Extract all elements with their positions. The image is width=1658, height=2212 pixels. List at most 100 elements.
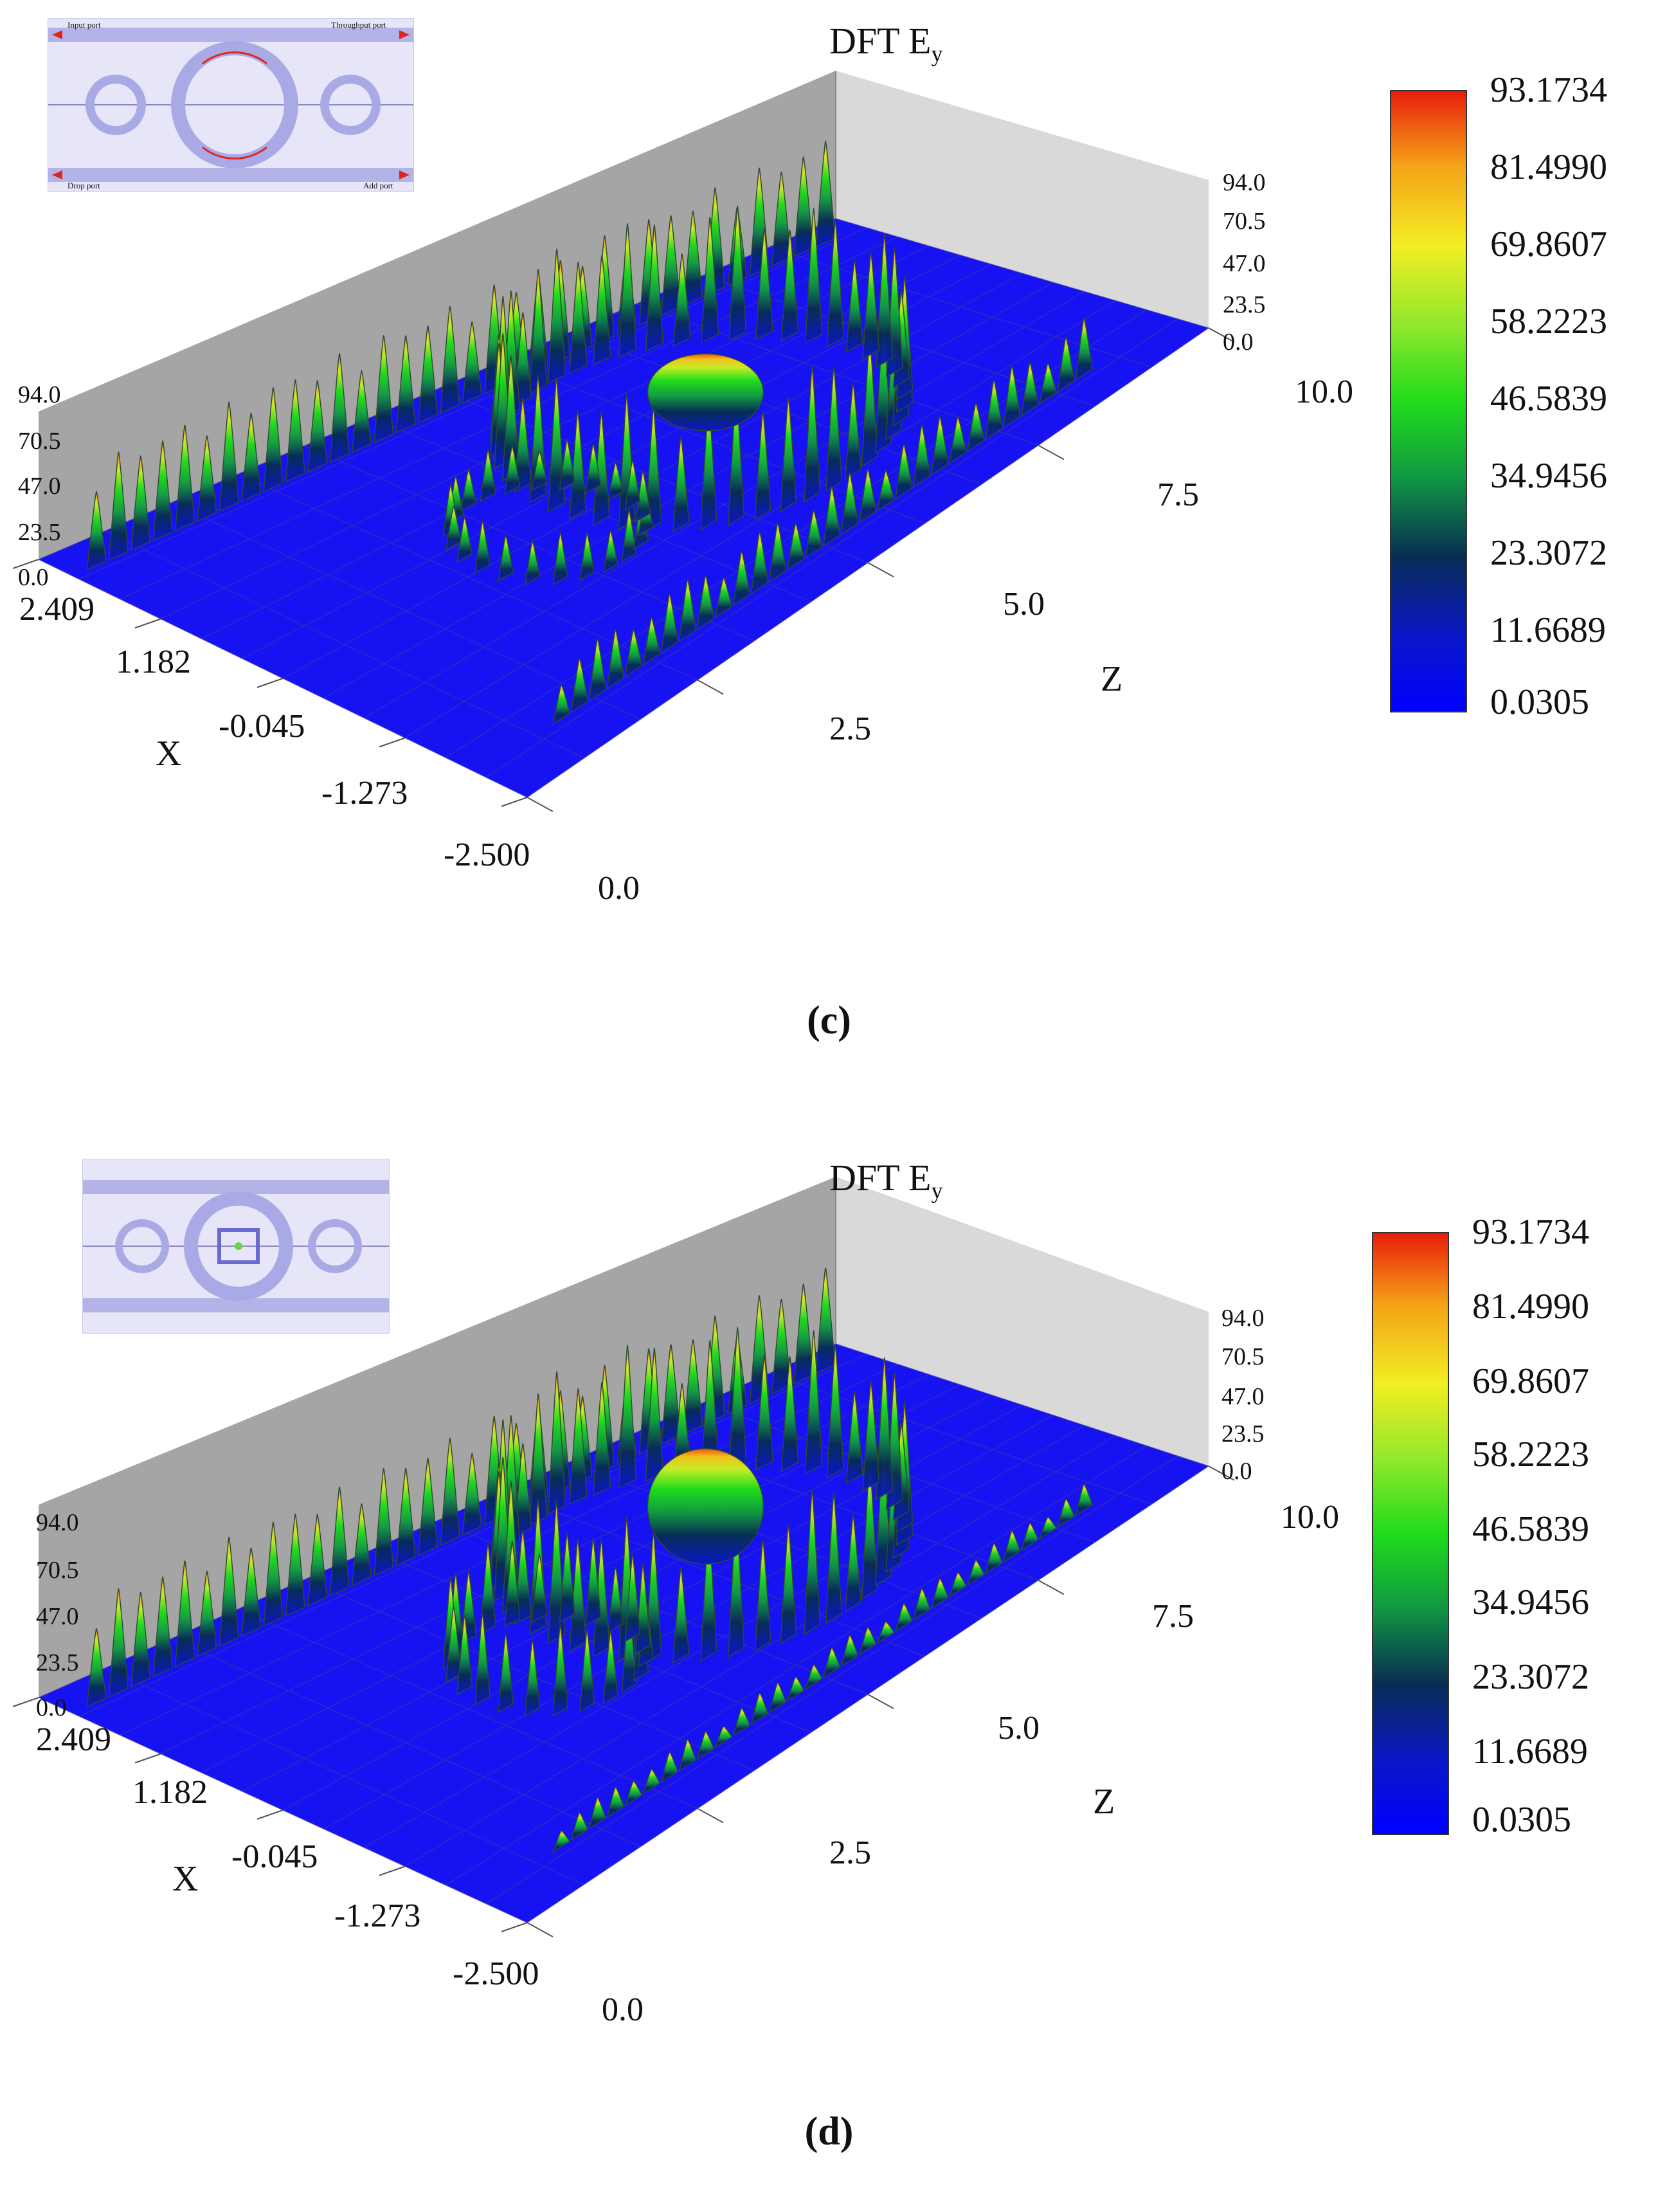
field-peak <box>240 412 262 502</box>
field-peak <box>1057 336 1075 393</box>
x-tick: 2.409 <box>19 591 95 628</box>
field-peak <box>862 1381 880 1492</box>
height-tick: 0.0 <box>18 564 49 591</box>
field-peak <box>219 401 239 512</box>
height-tick: 23.5 <box>36 1649 79 1676</box>
chart-title: DFT Ey <box>829 1157 943 1204</box>
field-peak <box>804 1664 823 1691</box>
height-tick: 47.0 <box>1221 1383 1265 1410</box>
field-peak <box>815 1267 836 1375</box>
height-tick: 94.0 <box>1223 169 1266 196</box>
field-peak <box>197 1570 217 1658</box>
colorbar <box>1390 90 1467 712</box>
field-peak <box>862 251 880 360</box>
field-peak <box>876 233 893 368</box>
field-peak <box>152 440 173 541</box>
field-peak <box>569 410 587 520</box>
ring-resonator-schematic <box>83 1180 389 1312</box>
field-peak <box>462 1453 482 1536</box>
field-peak <box>750 531 769 595</box>
field-peak <box>174 1560 195 1667</box>
field-peak <box>825 366 842 493</box>
field-peak <box>1038 1516 1058 1540</box>
surface-plot-d <box>12 1177 1235 1937</box>
field-peak <box>86 1627 107 1708</box>
height-tick: 47.0 <box>36 1603 79 1630</box>
field-peak <box>285 379 305 483</box>
field-peak <box>660 1344 681 1446</box>
field-peak <box>504 1541 521 1627</box>
field-peak <box>351 1503 372 1587</box>
field-peak <box>642 1768 661 1795</box>
field-peak <box>624 459 641 511</box>
field-peak <box>460 469 477 512</box>
field-peak <box>152 1576 173 1678</box>
field-peak <box>683 210 703 307</box>
field-peak <box>588 1797 607 1830</box>
colorbar-tick: 34.9456 <box>1490 456 1607 496</box>
field-peak <box>930 1577 949 1609</box>
field-peak <box>498 1632 514 1714</box>
colorbar-tick: 23.3072 <box>1472 1657 1589 1697</box>
field-peak <box>714 577 733 619</box>
field-peak <box>780 229 799 341</box>
field-peak <box>660 593 679 655</box>
field-peak <box>826 220 844 348</box>
x-tick: -0.045 <box>231 1838 318 1875</box>
field-peak <box>514 1443 532 1538</box>
field-peak <box>786 1676 805 1703</box>
z-tick: 10.0 <box>1281 1499 1339 1536</box>
field-peak <box>728 1327 747 1471</box>
field-peak <box>219 1536 239 1647</box>
field-peak <box>501 355 520 482</box>
field-peak <box>624 629 643 678</box>
height-tick: 47.0 <box>1223 250 1266 277</box>
field-peak <box>714 1725 733 1749</box>
field-peak <box>804 1330 823 1474</box>
colorbar-tick: 58.2223 <box>1490 302 1607 341</box>
z-tick: 0.0 <box>598 870 640 907</box>
field-peak <box>131 455 151 551</box>
height-tick: 94.0 <box>36 1509 79 1536</box>
field-peak <box>1002 1530 1021 1563</box>
field-peak <box>845 382 861 480</box>
field-peak <box>1021 361 1039 417</box>
center-dome-peak <box>647 353 764 431</box>
field-peak <box>894 443 913 500</box>
height-tick: 70.5 <box>18 428 61 455</box>
field-peak <box>108 1588 129 1698</box>
field-peak <box>804 509 823 559</box>
field-peak <box>672 1566 690 1664</box>
field-peak <box>822 1647 841 1680</box>
field-peak <box>456 516 473 563</box>
field-peak <box>768 522 787 583</box>
field-peak <box>514 312 532 406</box>
inset-throughput-port-label: Throughput port <box>331 20 386 30</box>
field-peak <box>197 435 217 522</box>
field-peak <box>395 1467 416 1566</box>
field-peak <box>780 1524 797 1645</box>
field-peak <box>913 424 931 488</box>
height-tick: 70.5 <box>1221 1343 1265 1370</box>
device-schematic-inset: Input port Throughput port Drop port Add… <box>48 18 414 192</box>
field-peak <box>683 1339 703 1435</box>
field-peak <box>771 1298 791 1395</box>
field-peak <box>672 435 690 532</box>
back-wall-left <box>39 1177 836 1698</box>
field-peak <box>606 1786 625 1818</box>
field-peak <box>984 1542 1003 1575</box>
field-peak <box>417 1457 438 1556</box>
colorbar-tick: 0.0305 <box>1490 682 1589 722</box>
field-peak <box>446 1605 462 1683</box>
field-peak <box>525 1639 541 1718</box>
z-tick: 5.0 <box>1003 586 1045 622</box>
field-peak <box>912 1588 931 1621</box>
field-peak <box>440 1437 460 1546</box>
z-tick: 7.5 <box>1157 476 1199 513</box>
z-axis-label: Z <box>1101 659 1123 699</box>
colorbar-tick: 46.5839 <box>1472 1509 1589 1549</box>
field-peak <box>514 397 532 493</box>
field-peak <box>696 1730 715 1761</box>
field-peak <box>240 1547 262 1637</box>
field-peak <box>474 1613 491 1706</box>
